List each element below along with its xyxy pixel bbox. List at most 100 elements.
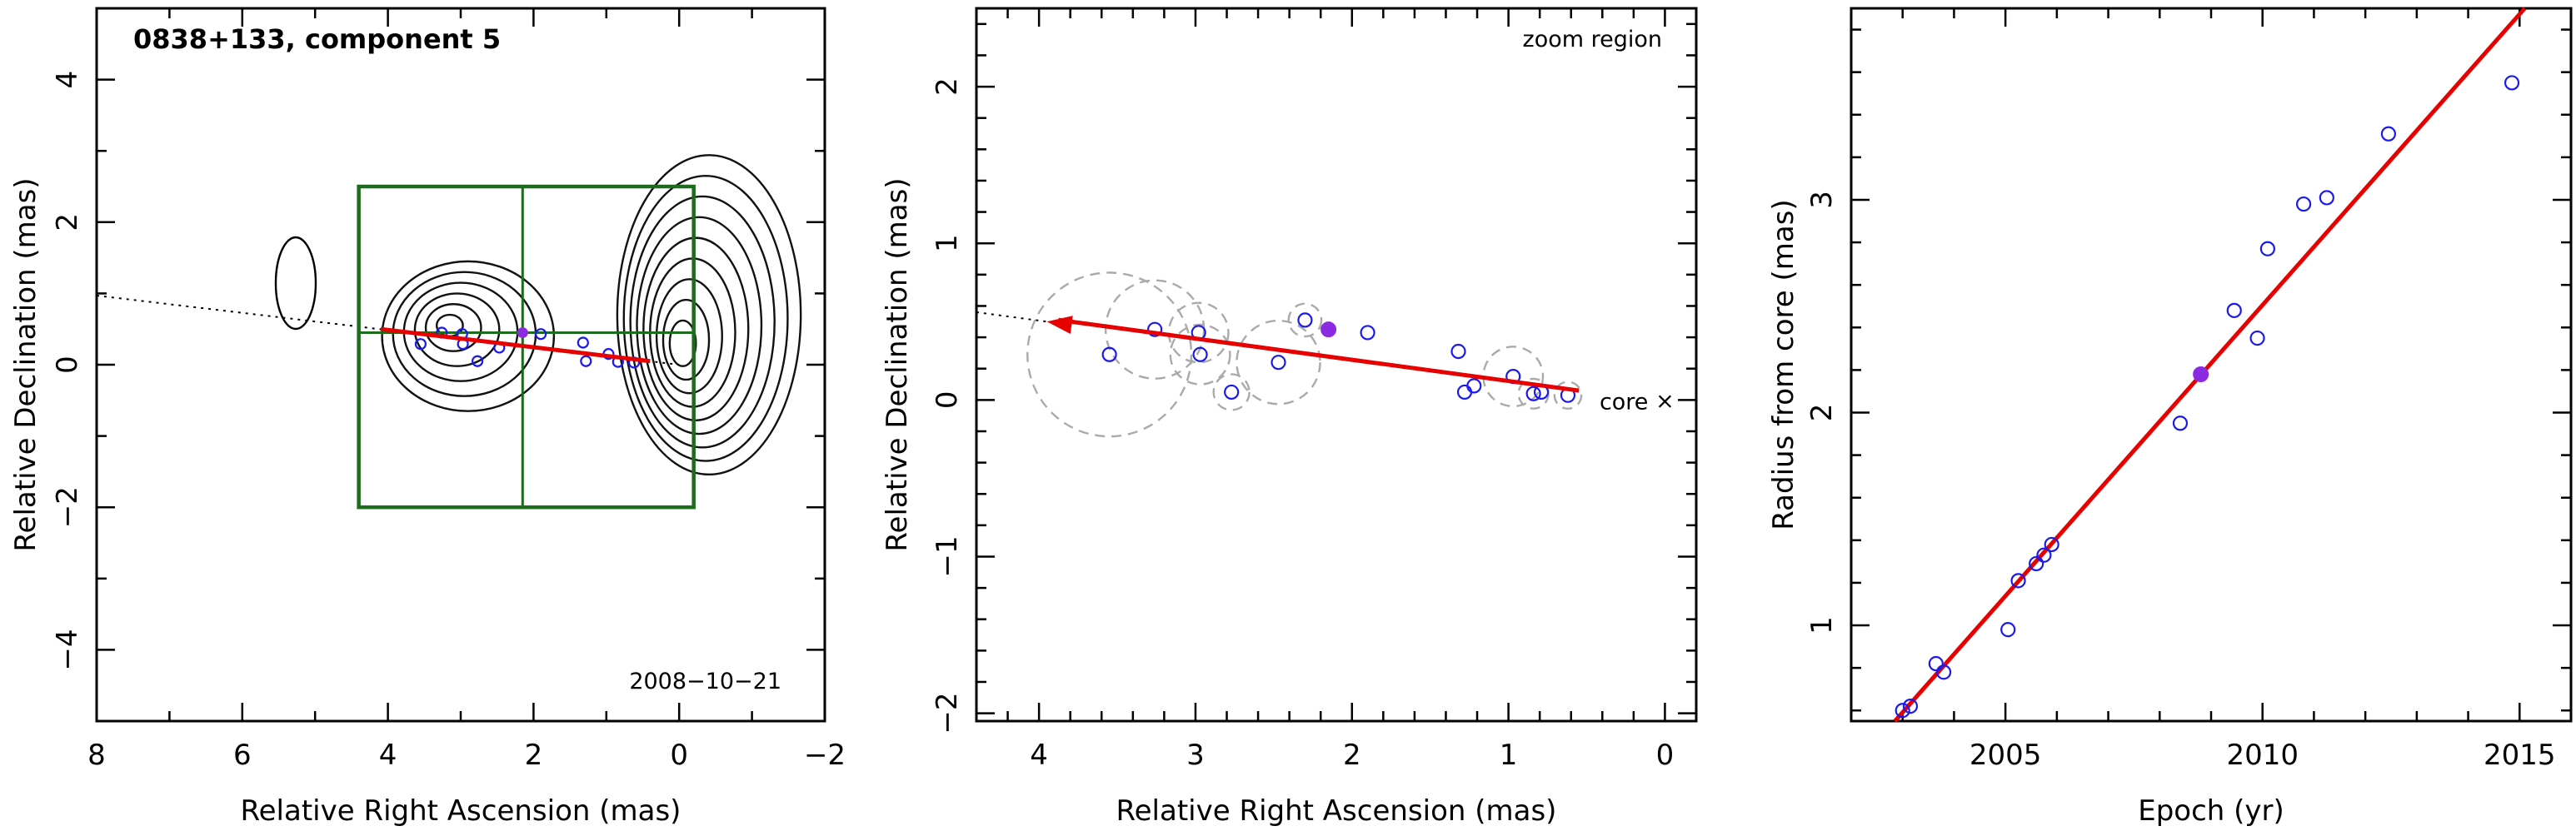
component-position	[1271, 355, 1286, 371]
motion-arrow-head	[1046, 316, 1073, 335]
y-axis-label-panel3: Radius from core (mas)	[1767, 199, 1800, 530]
motion-arrow	[1058, 317, 1580, 393]
component-position	[1456, 384, 1473, 401]
component-size-circle	[1553, 381, 1583, 410]
component-size-circle	[1026, 271, 1193, 438]
restoring-beam	[274, 236, 317, 331]
p1-ytick-label: −4	[51, 629, 84, 670]
p1-xtick-label: 6	[233, 739, 252, 772]
zoom-region-label: zoom region	[1523, 27, 1662, 52]
radius-measurement	[2000, 622, 2016, 638]
radius-measurement	[1935, 664, 1952, 680]
p1-xtick-label: 8	[87, 739, 106, 772]
contour-core	[636, 216, 763, 435]
p3-ytick-label: 1	[1805, 616, 1839, 634]
contour-jet	[381, 260, 556, 412]
radius-measurement	[2319, 190, 2334, 206]
sky-map-panel: 8 6 4 2 0 −2 −4 −2 0 2 4 0838+133, component 5 200…	[9, 7, 846, 828]
contour-core	[668, 319, 697, 367]
contour-map	[381, 154, 802, 476]
x-axis-label-panel3: Epoch (yr)	[2138, 794, 2284, 828]
p2-xtick-label: 0	[1656, 739, 1675, 772]
p2-ytick-label: −1	[931, 535, 964, 577]
radius-measurement	[2010, 573, 2026, 589]
component-position	[1466, 378, 1482, 394]
p1-xtick-label: −2	[804, 739, 846, 772]
sky-map-frame	[95, 7, 826, 723]
p2-xtick-label: 2	[1343, 739, 1361, 772]
component-position	[1192, 346, 1208, 362]
radius-measurement	[2380, 126, 2397, 142]
motion-arrow	[380, 326, 651, 364]
linear-fit-line	[1893, 7, 2527, 723]
component-position	[577, 336, 589, 349]
component-size-circle	[1287, 302, 1323, 338]
jet-direction-line	[976, 311, 1047, 323]
epoch-label: 2008−10−21	[629, 669, 781, 694]
component-size-circle	[1212, 373, 1251, 411]
p1-xtick-label: 0	[670, 739, 688, 772]
p2-ytick-label: 0	[931, 391, 964, 410]
x-axis-label-panel1: Relative Right Ascension (mas)	[241, 794, 681, 828]
component-size-circle	[1236, 319, 1321, 406]
p2-xtick-label: 4	[1030, 739, 1048, 772]
component-position	[1101, 346, 1117, 362]
component-position	[580, 355, 592, 367]
component-position	[1297, 312, 1313, 328]
p1-ytick-label: 4	[51, 71, 84, 89]
radius-measurement	[2172, 416, 2189, 431]
zoom-box	[357, 184, 696, 510]
p3-xtick-label: 2005	[1969, 739, 2042, 772]
x-axis-label-panel2: Relative Right Ascension (mas)	[1116, 794, 1557, 828]
component-size-circle	[1169, 323, 1231, 386]
contour-core	[622, 174, 789, 462]
component-position	[1450, 343, 1466, 360]
zoom-panel: 4 3 2 1 0 −2 −1 0 1 2 zoom region Relative Right …	[881, 7, 1698, 828]
component-position	[414, 338, 427, 351]
p2-ytick-label: −2	[931, 693, 964, 734]
zoom-panel-frame	[975, 7, 1698, 723]
component-position	[472, 355, 484, 367]
current-component-marker	[1320, 321, 1337, 338]
contour-core	[629, 195, 776, 449]
p2-ytick-label: 2	[931, 77, 964, 96]
p1-xtick-label: 4	[379, 739, 397, 772]
radius-measurement	[2036, 547, 2052, 563]
radius-measurement	[2295, 196, 2312, 212]
p3-xtick-label: 2010	[2226, 739, 2299, 772]
p1-xtick-label: 2	[525, 739, 543, 772]
radius-measurement	[2259, 241, 2275, 256]
contour-core	[616, 154, 802, 476]
contour-jet	[424, 303, 482, 352]
radius-measurement	[1895, 703, 1910, 719]
p3-ytick-label: 2	[1805, 404, 1839, 422]
contour-core	[661, 298, 711, 381]
component-position	[535, 328, 547, 341]
contour-core	[642, 236, 750, 421]
p1-ytick-label: −2	[51, 486, 84, 528]
radius-measurement	[2249, 330, 2265, 346]
p2-xtick-label: 1	[1500, 739, 1518, 772]
component-position	[1224, 384, 1240, 401]
component-position	[1147, 321, 1163, 337]
component-size-circle	[1482, 346, 1545, 408]
radius-measurement	[1928, 655, 1944, 672]
contour-core	[655, 278, 723, 395]
component-size-circle	[1167, 301, 1230, 364]
chart-title: 0838+133, component 5	[133, 23, 501, 55]
p1-ytick-label: 2	[51, 213, 84, 231]
radius-epoch-panel: 2005 2010 2015 1 2 3 Epoch (yr) Radius from c…	[1767, 7, 2573, 828]
p3-ytick-label: 3	[1805, 191, 1839, 209]
p2-ytick-label: 1	[931, 234, 964, 252]
core-marker: ×	[1655, 388, 1675, 414]
component-position	[1360, 325, 1375, 341]
p1-ytick-label: 0	[51, 356, 84, 374]
current-component-marker	[2193, 366, 2209, 382]
radius-measurement	[1902, 699, 1919, 714]
core-label: core	[1600, 389, 1648, 415]
p2-xtick-label: 3	[1186, 739, 1205, 772]
radius-measurement	[2029, 555, 2044, 572]
contour-jet	[413, 292, 501, 367]
radius-measurement	[2044, 536, 2059, 553]
